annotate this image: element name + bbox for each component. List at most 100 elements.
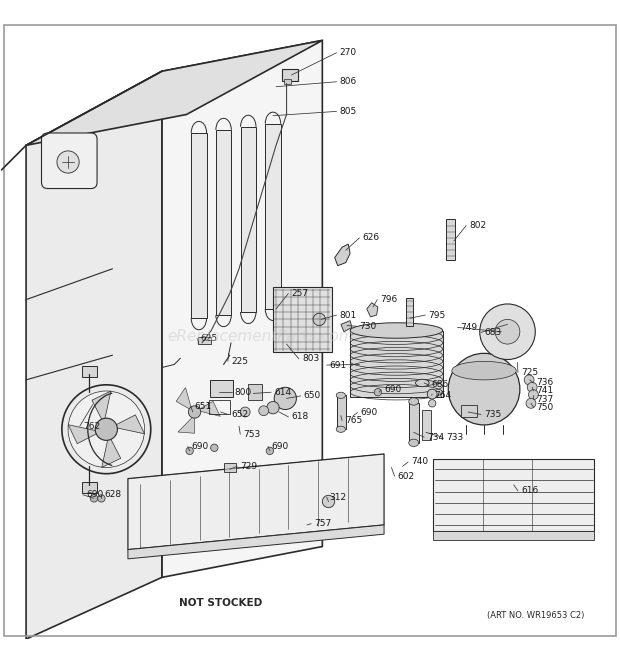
Polygon shape [128,454,384,549]
Text: 690: 690 [361,408,378,417]
Text: 628: 628 [104,490,122,499]
Polygon shape [241,127,256,312]
Bar [273,288,332,352]
Ellipse shape [409,439,419,447]
Circle shape [313,313,326,326]
Ellipse shape [415,379,429,387]
Polygon shape [92,391,111,424]
Text: 762: 762 [83,422,100,431]
Circle shape [266,447,273,455]
Bar [409,403,419,443]
Circle shape [188,406,201,418]
Circle shape [448,354,520,425]
Text: 729: 729 [241,462,257,471]
Bar [405,298,413,326]
Text: 806: 806 [340,77,357,86]
Polygon shape [68,425,100,444]
Polygon shape [176,387,192,410]
Text: 312: 312 [330,492,347,502]
Text: 733: 733 [446,433,463,442]
Ellipse shape [350,323,443,338]
Bar [446,219,455,260]
Text: 795: 795 [428,311,446,319]
Bar [209,401,231,414]
Circle shape [241,407,250,417]
Text: 805: 805 [340,107,357,116]
Text: 690: 690 [384,385,401,394]
Polygon shape [367,303,378,317]
Ellipse shape [452,362,516,380]
Text: 625: 625 [200,334,217,343]
Text: 801: 801 [340,311,357,319]
Circle shape [95,418,117,440]
Text: 614: 614 [274,388,291,397]
Text: 602: 602 [397,472,415,481]
Bar [82,482,97,493]
Circle shape [427,389,437,399]
Circle shape [211,444,218,451]
Polygon shape [26,40,322,145]
Polygon shape [216,130,231,315]
Text: 764: 764 [435,391,452,400]
Circle shape [57,151,79,173]
Text: 225: 225 [231,357,248,366]
Text: 650: 650 [304,391,321,401]
Circle shape [495,319,520,344]
Polygon shape [433,459,594,531]
Text: 725: 725 [521,368,538,377]
Circle shape [322,495,335,508]
Text: 683: 683 [484,328,502,337]
Text: 686: 686 [432,380,449,389]
Text: 750: 750 [536,403,554,412]
Bar [284,79,291,83]
Circle shape [374,389,381,396]
Text: 803: 803 [302,354,319,364]
Bar [82,366,97,377]
Text: 652: 652 [231,410,248,419]
Circle shape [267,401,279,414]
Ellipse shape [409,398,419,405]
Polygon shape [350,330,443,397]
Bar [248,384,262,400]
Text: 735: 735 [484,410,502,419]
Circle shape [480,304,535,360]
Bar [461,405,477,417]
Text: 616: 616 [521,486,538,496]
Circle shape [68,391,144,467]
Polygon shape [433,531,594,540]
Text: (ART NO. WR19653 C2): (ART NO. WR19653 C2) [487,611,584,620]
Text: 796: 796 [380,295,397,304]
Polygon shape [265,124,281,309]
Text: 736: 736 [536,379,554,387]
Polygon shape [112,415,144,434]
Text: 749: 749 [461,323,478,332]
Text: 690: 690 [86,490,103,499]
Text: 765: 765 [345,416,363,425]
Text: NOT STOCKED: NOT STOCKED [179,598,262,608]
Bar [337,395,346,429]
Text: 626: 626 [363,233,379,243]
Polygon shape [335,244,350,266]
Text: 734: 734 [427,433,445,442]
Text: 741: 741 [536,387,554,395]
Text: eReplacementParts.com: eReplacementParts.com [167,329,354,344]
Text: 257: 257 [291,289,309,298]
Circle shape [186,447,193,455]
Text: 753: 753 [243,430,260,439]
Bar [198,336,211,344]
Polygon shape [102,435,121,467]
Text: 618: 618 [291,412,309,422]
Polygon shape [178,415,195,433]
Text: 690: 690 [271,442,288,451]
Text: 740: 740 [411,457,428,467]
Text: 270: 270 [340,48,356,58]
Text: 730: 730 [360,322,376,330]
Text: 802: 802 [469,221,486,230]
Circle shape [274,387,296,410]
Polygon shape [128,525,384,559]
Circle shape [528,390,538,400]
Bar [210,380,234,397]
Bar [224,463,236,473]
Bar [422,410,431,440]
Circle shape [524,375,534,385]
